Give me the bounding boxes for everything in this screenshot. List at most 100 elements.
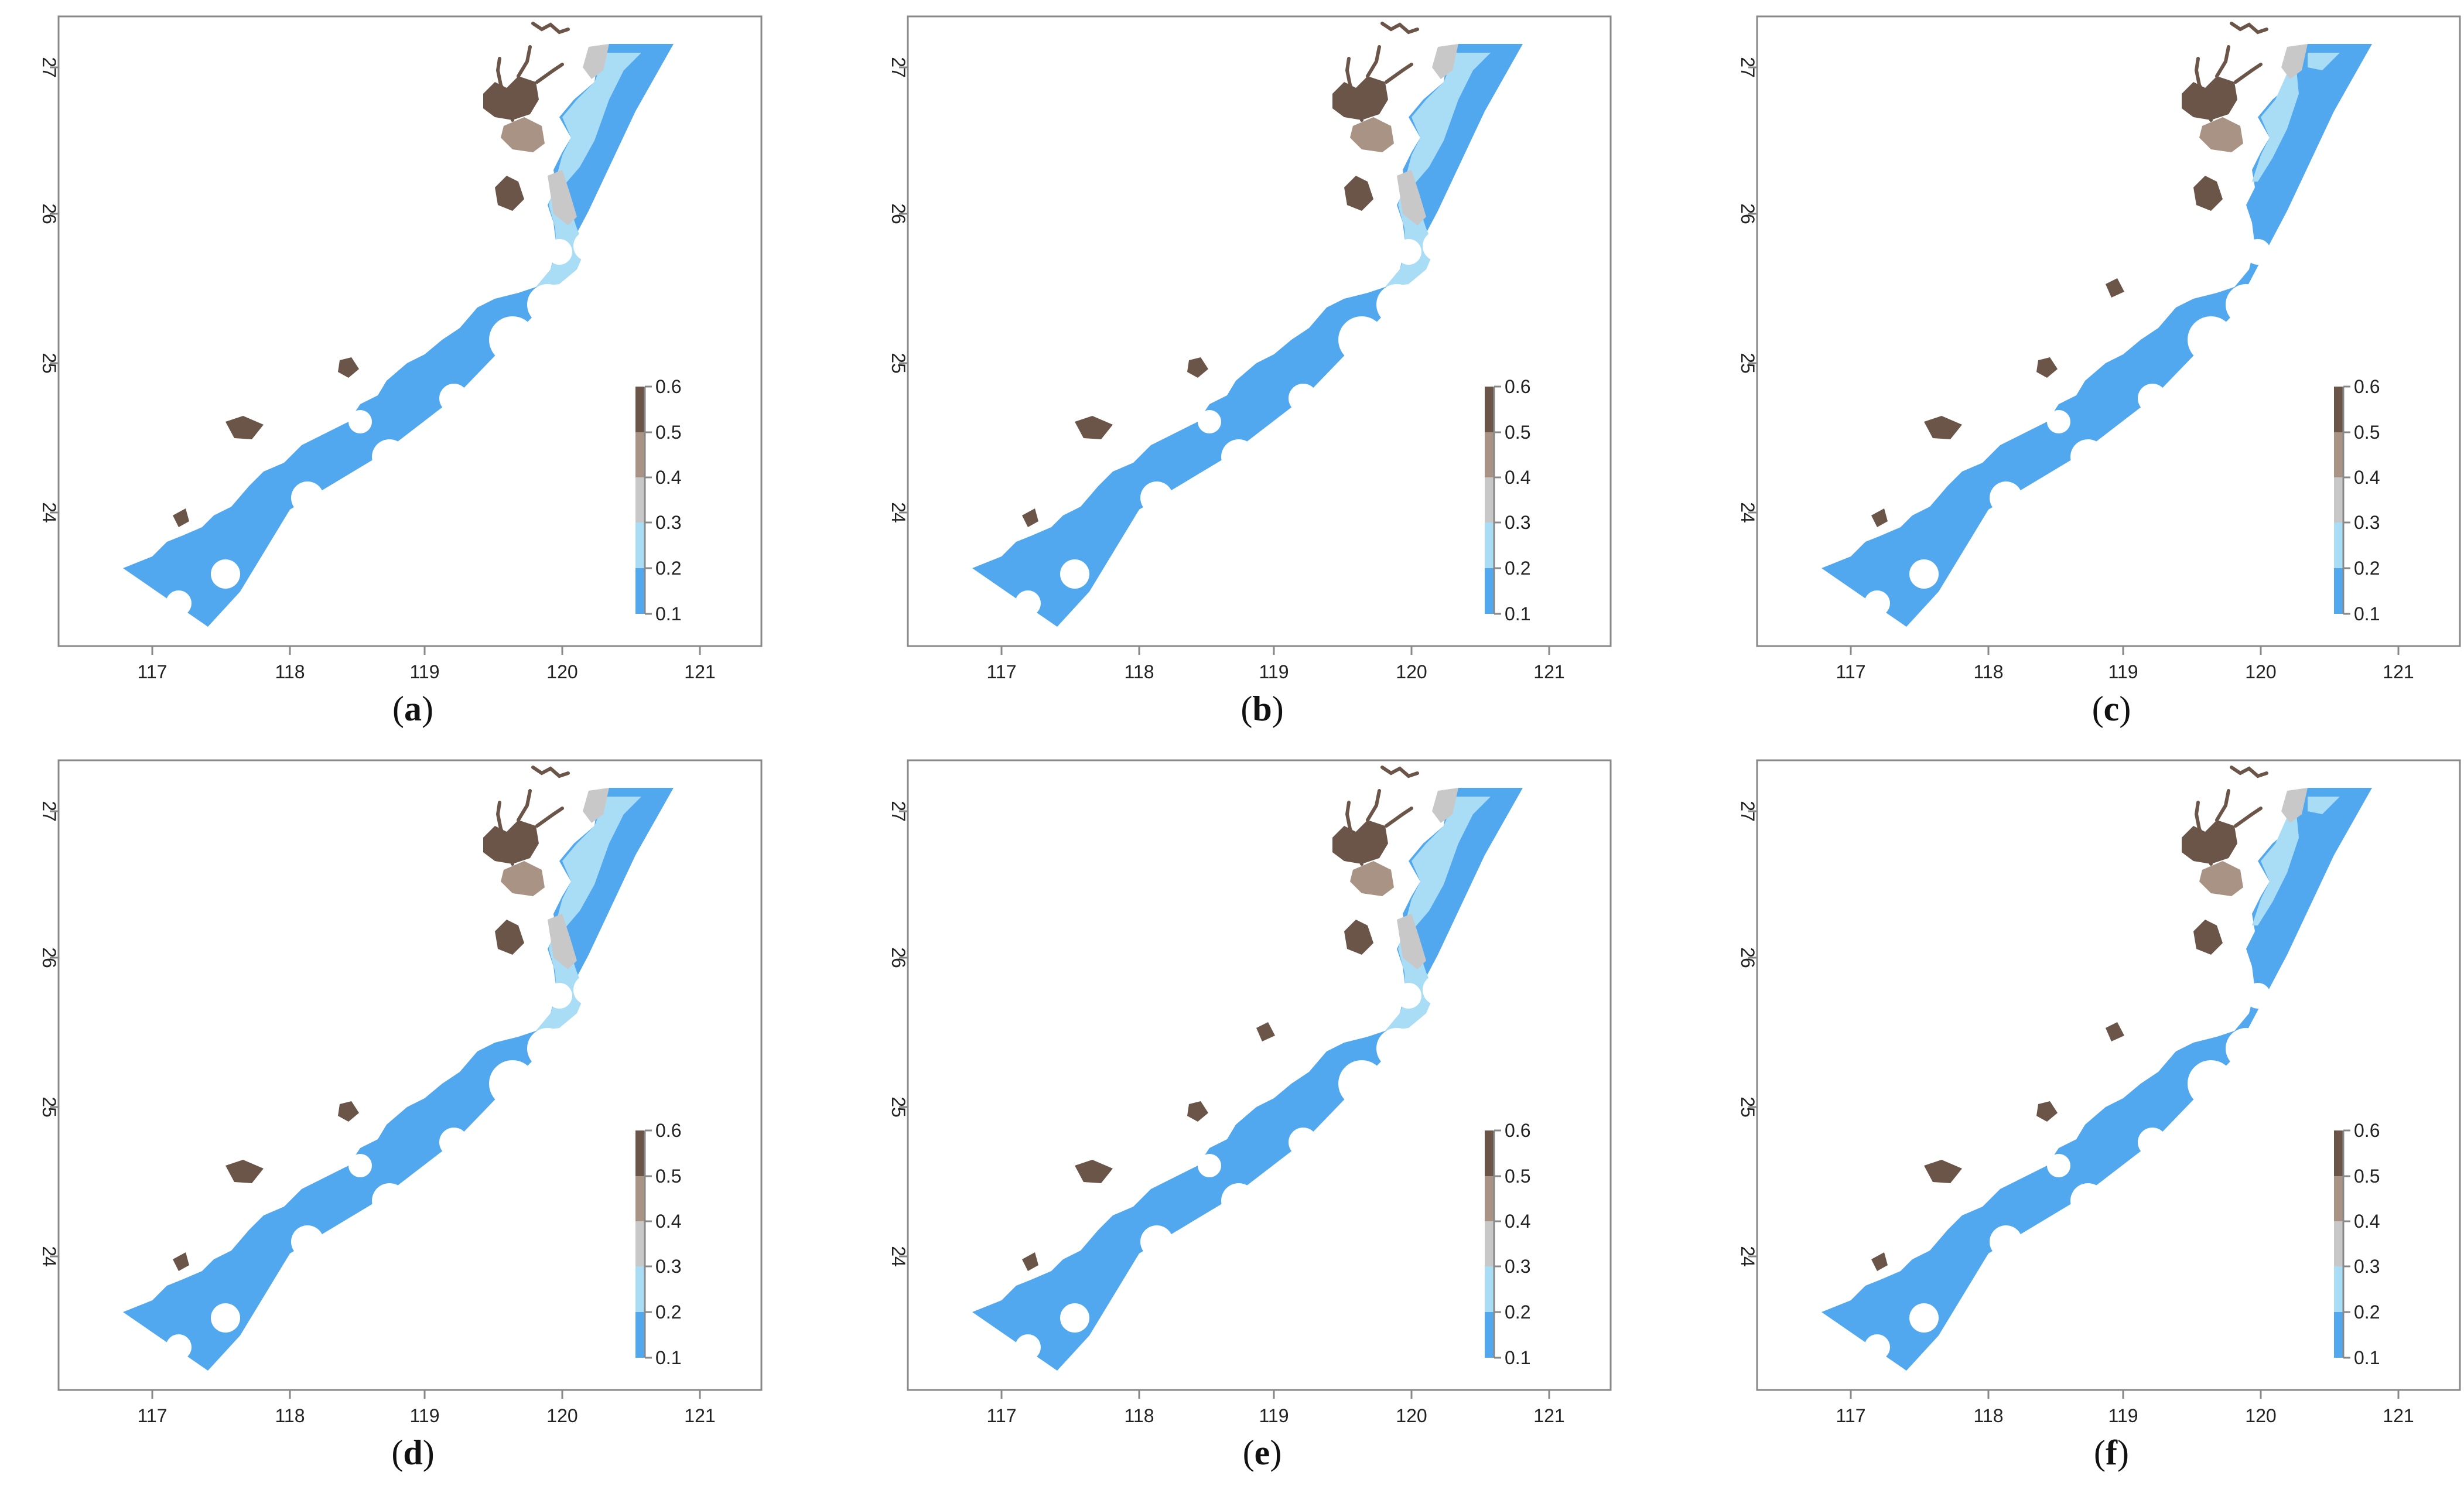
- x-tick-label: 117: [986, 661, 1016, 679]
- x-tick-label: 118: [1124, 661, 1154, 679]
- legend-label: 0.1: [655, 1347, 681, 1368]
- legend-swatch: [2334, 522, 2343, 568]
- map-panel-a: 117 118 119 120 121 27 26 25 24 0.6 0.5 0.4 0.3 0.2 0.…: [32, 12, 794, 728]
- legend-swatch: [1485, 1130, 1494, 1176]
- gray-zone: [2281, 788, 2308, 823]
- legend-label: 0.5: [1505, 1166, 1530, 1187]
- sea-area: [1821, 788, 2372, 1371]
- island: [166, 590, 192, 616]
- legend-label: 0.6: [655, 376, 681, 397]
- bay-zone: [483, 76, 539, 120]
- legend-label: 0.1: [1505, 1347, 1530, 1368]
- plot-frame: [1756, 759, 2461, 1391]
- island: [211, 559, 240, 589]
- plot-frame: [1756, 15, 2461, 647]
- caption-open-paren: (: [2094, 1433, 2106, 1472]
- bay-zone: [338, 357, 359, 378]
- legend-label: 0.6: [1505, 376, 1530, 397]
- x-tick-label: 120: [546, 1405, 577, 1423]
- x-tick-label: 121: [2383, 1405, 2414, 1423]
- island: [1909, 559, 1939, 589]
- bay-zone: [2106, 1022, 2124, 1041]
- plot-frame: [907, 759, 1612, 1391]
- map-svg: 117 118 119 120 121 27 26 25 24 0.6 0.5 0.4 0.3 0.2 0.…: [39, 15, 763, 679]
- island: [2226, 284, 2267, 325]
- caption-close-paren: ): [2117, 1433, 2129, 1472]
- x-tick-label: 118: [1124, 1405, 1154, 1423]
- map-panel-b: 117 118 119 120 121 27 26 25 24 0.6 0.5 0.4 0.3 0.2 0.…: [881, 12, 1643, 728]
- bay-zone: [1075, 416, 1113, 439]
- y-tick-label: 24: [39, 502, 60, 523]
- map-svg: 117 118 119 120 121 27 26 25 24 0.6 0.5 0.4 0.3 0.2 0.…: [39, 759, 763, 1423]
- legend-swatch: [2334, 1312, 2343, 1358]
- bay-zone: [495, 920, 524, 955]
- y-tick-label: 27: [39, 57, 60, 78]
- legend-label: 0.2: [2354, 558, 2380, 579]
- caption-close-paren: ): [422, 689, 433, 728]
- bay-zone: [225, 416, 264, 439]
- x-tick-label: 121: [684, 661, 715, 679]
- legend-label: 0.6: [2354, 376, 2380, 397]
- nearshore-zone: [2252, 808, 2299, 925]
- gray-zone: [583, 44, 609, 79]
- legend-swatch: [1485, 522, 1494, 568]
- island: [291, 481, 324, 514]
- sea-area: [972, 44, 1523, 627]
- bay-zone: [173, 508, 189, 527]
- river: [495, 766, 570, 866]
- island: [1015, 590, 1041, 616]
- legend-label: 0.3: [2354, 512, 2380, 533]
- legend-label: 0.5: [2354, 1166, 2380, 1187]
- caption-letter: c: [2103, 689, 2120, 728]
- island: [372, 439, 407, 474]
- legend-label: 0.5: [2354, 422, 2380, 443]
- sea-area: [972, 788, 1523, 1371]
- gray-zone: [548, 914, 577, 969]
- island: [2047, 1154, 2070, 1177]
- map-panel-f: 117 118 119 120 121 27 26 25 24 0.6 0.5 0.4 0.3 0.2 0.…: [1731, 756, 2464, 1472]
- map-panel-d: 117 118 119 120 121 27 26 25 24 0.6 0.5 0.4 0.3 0.2 0.…: [32, 756, 794, 1472]
- river: [2194, 766, 2268, 866]
- bay-zone: [1344, 920, 1373, 955]
- caption-open-paren: (: [2092, 689, 2104, 728]
- island: [1990, 481, 2022, 514]
- legend-swatch: [635, 1312, 645, 1358]
- y-tick-label: 25: [1737, 353, 1758, 374]
- caption-letter: f: [2106, 1433, 2117, 1472]
- bay-zone: [1350, 861, 1394, 896]
- legend-swatch: [2334, 1130, 2343, 1176]
- y-tick-label: 26: [1737, 203, 1758, 224]
- legend-swatch: [2334, 432, 2343, 477]
- nearshore-zone: [1458, 797, 1491, 814]
- legend-label: 0.6: [1505, 1120, 1530, 1141]
- nearshore-zone: [1385, 797, 1491, 1031]
- legend-label: 0.5: [1505, 422, 1530, 443]
- gray-zone: [548, 170, 577, 226]
- legend-label: 0.4: [655, 467, 681, 488]
- x-tick-label: 118: [275, 661, 305, 679]
- x-tick-label: 120: [2245, 1405, 2276, 1423]
- caption-open-paren: (: [392, 689, 404, 728]
- legend-label: 0.2: [655, 558, 681, 579]
- nearshore-zone: [2252, 64, 2299, 182]
- panel-caption: (f): [1731, 1432, 2464, 1473]
- nearshore-zone: [2308, 797, 2340, 814]
- bay-zone: [1332, 76, 1388, 120]
- gray-zone: [583, 788, 609, 823]
- x-tick-label: 119: [409, 661, 439, 679]
- plot-frame: [57, 15, 763, 647]
- y-tick-label: 26: [39, 947, 60, 968]
- y-tick-label: 26: [888, 203, 909, 224]
- island: [348, 1154, 372, 1177]
- caption-open-paren: (: [1240, 689, 1253, 728]
- legend-swatch: [635, 522, 645, 568]
- island: [2188, 1060, 2234, 1107]
- legend-swatch: [635, 387, 645, 432]
- island: [1990, 1225, 2022, 1258]
- y-tick-label: 26: [1737, 947, 1758, 968]
- x-tick-label: 117: [137, 661, 167, 679]
- y-tick-label: 26: [888, 947, 909, 968]
- y-tick-label: 26: [39, 203, 60, 224]
- legend-label: 0.4: [1505, 467, 1530, 488]
- caption-close-paren: ): [1270, 1433, 1282, 1472]
